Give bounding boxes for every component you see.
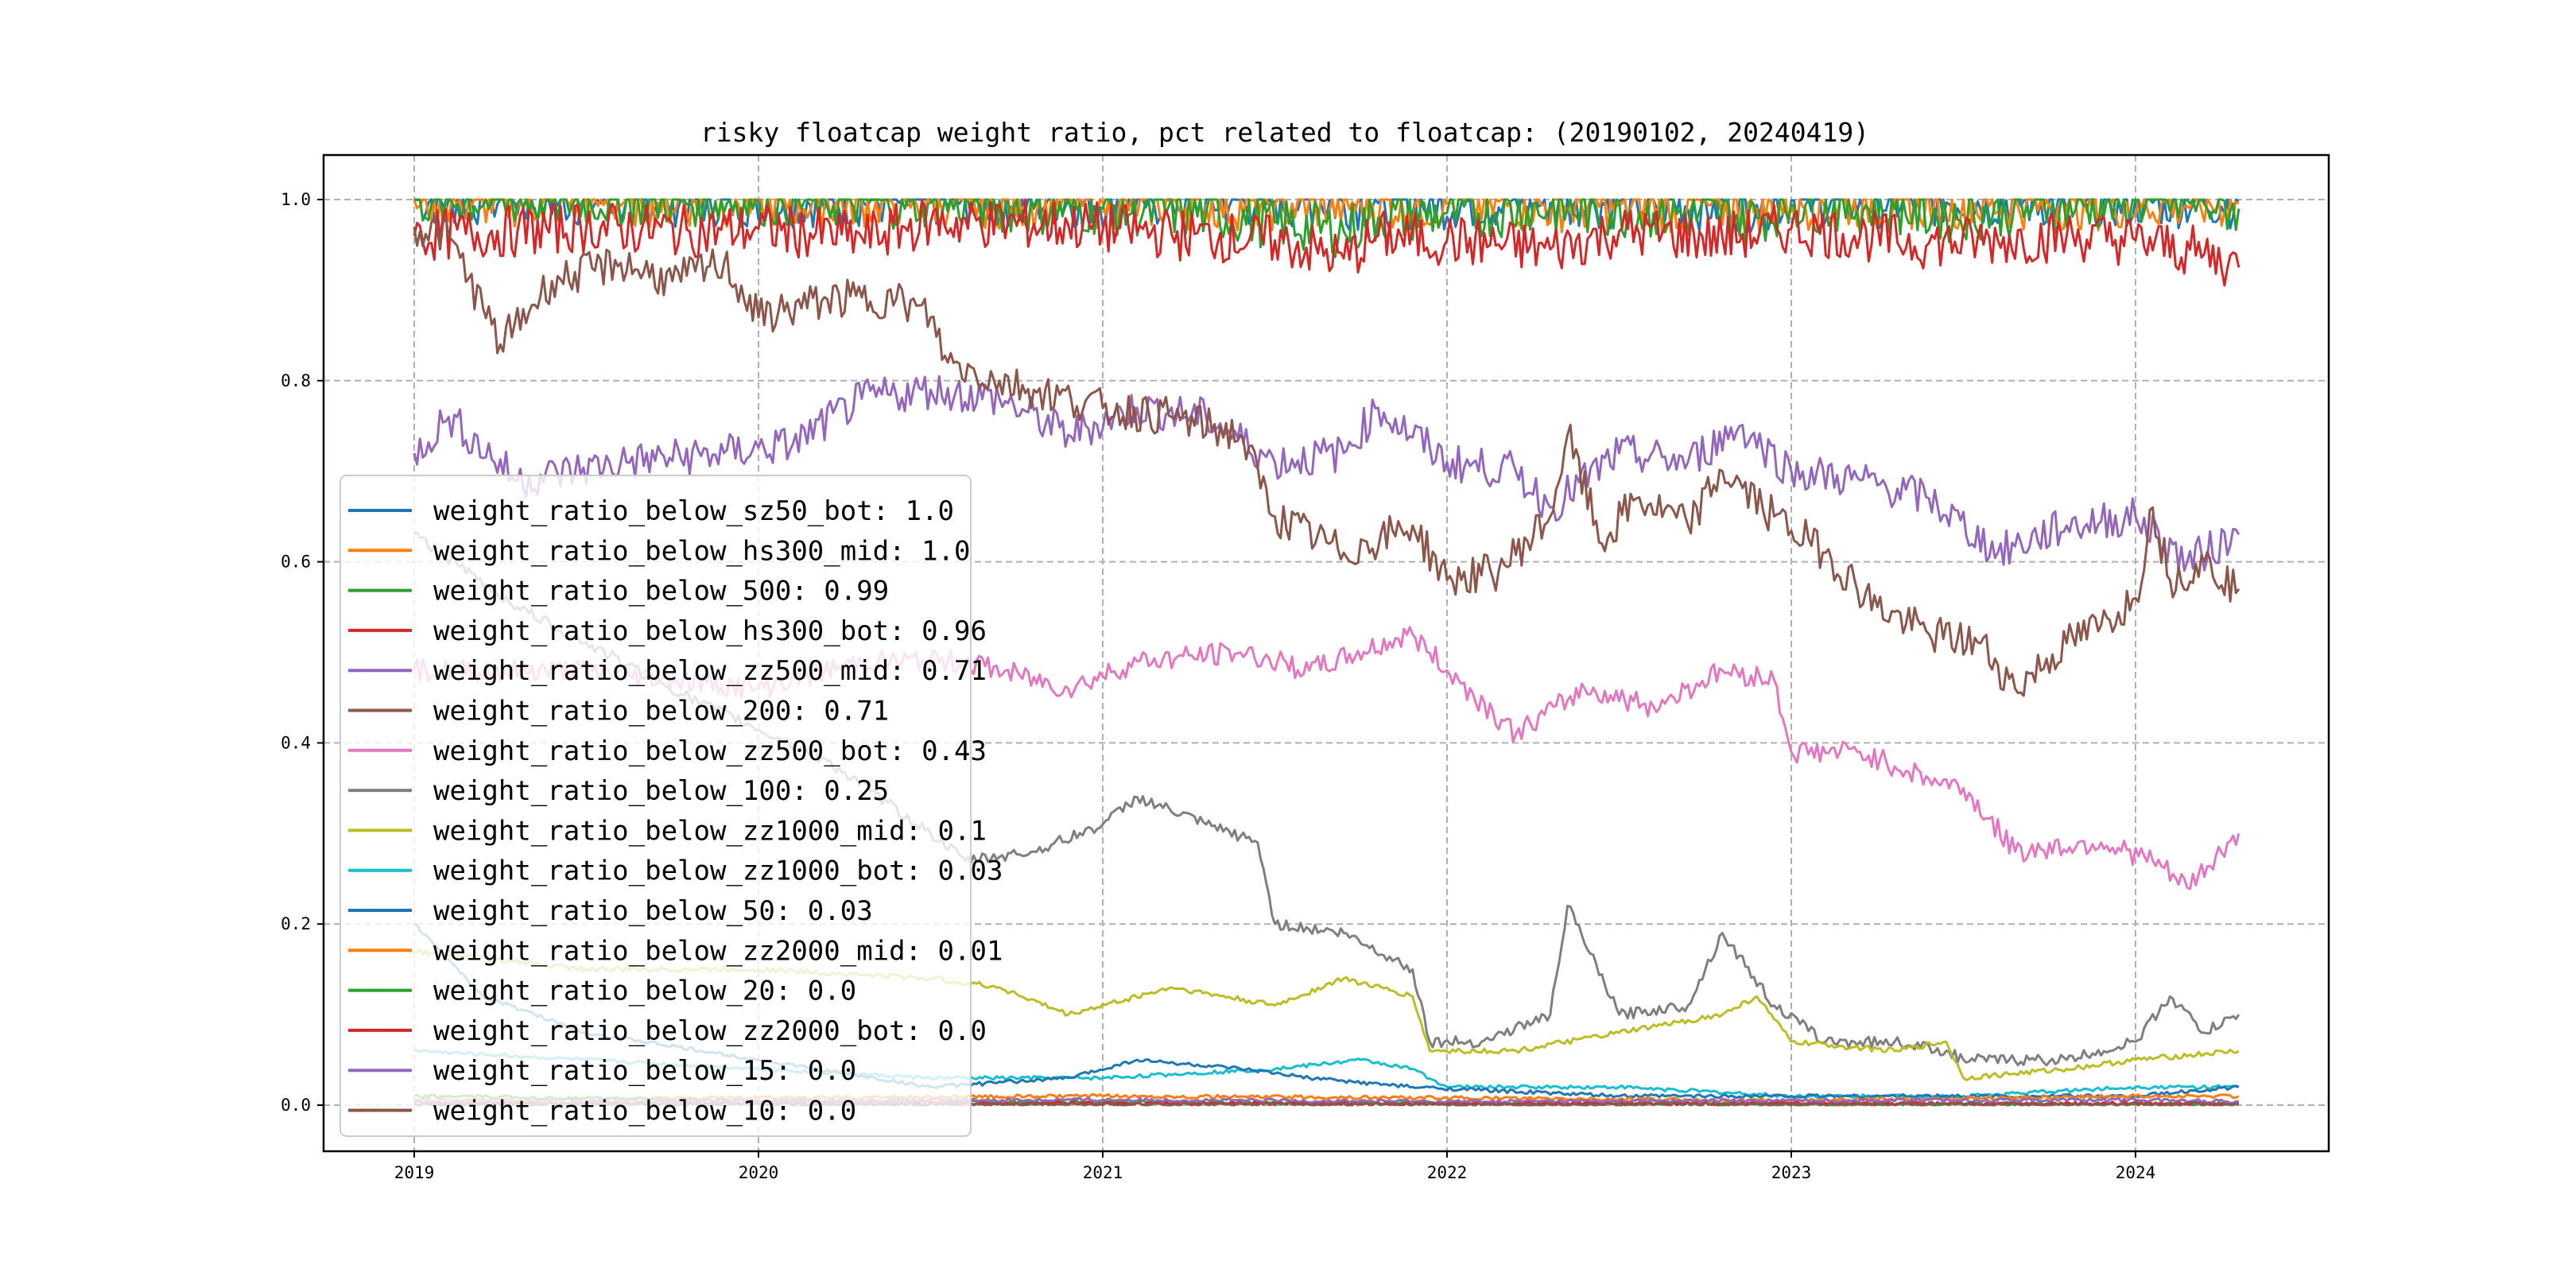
series-lines	[413, 198, 2240, 1107]
legend: weight_ratio_below_sz50_bot: 1.0 weight_r…	[339, 475, 1003, 1137]
legend-entry: weight_ratio_below_zz500_mid: 0.71	[433, 655, 987, 687]
chart-title: risky floatcap weight ratio, pct related…	[700, 117, 1869, 148]
legend-entry: weight_ratio_below_500: 0.99	[433, 576, 889, 607]
plot-frame	[322, 153, 2330, 1153]
legend-entry: weight_ratio_below_zz2000_bot: 0.0	[433, 1015, 987, 1047]
legend-entry: weight_ratio_below_20: 0.0	[433, 976, 856, 1007]
legend-entry: weight_ratio_below_10: 0.0	[433, 1096, 856, 1127]
y-tick-label: 0.8	[281, 371, 311, 390]
y-tick-label: 0.0	[281, 1096, 311, 1115]
x-tick-label: 2022	[1427, 1163, 1468, 1182]
series-line	[414, 198, 2240, 258]
legend-entry: weight_ratio_below_50: 0.03	[433, 895, 873, 927]
x-tick-label: 2019	[394, 1163, 435, 1182]
y-tick-label: 0.2	[281, 914, 311, 933]
legend-entry: weight_ratio_below_200: 0.71	[433, 696, 889, 727]
legend-entry: weight_ratio_below_zz1000_mid: 0.1	[433, 815, 987, 847]
legend-entry: weight_ratio_below_zz1000_bot: 0.03	[433, 855, 1003, 887]
legend-entry: weight_ratio_below_hs300_mid: 1.0	[433, 535, 971, 567]
legend-entry: weight_ratio_below_15: 0.0	[433, 1055, 856, 1087]
x-tick-label: 2021	[1083, 1163, 1123, 1182]
y-tick-label: 0.6	[281, 553, 311, 572]
legend-entry: weight_ratio_below_100: 0.25	[433, 775, 889, 807]
series-line	[413, 198, 2240, 287]
legend-entry: weight_ratio_below_zz2000_mid: 0.01	[433, 935, 1003, 967]
legend-frame	[339, 475, 972, 1137]
legend-entry: weight_ratio_below_zz500_bot: 0.43	[433, 735, 987, 767]
y-tick-label: 1.0	[281, 190, 311, 209]
y-tick-label: 0.4	[281, 733, 311, 752]
x-tick-label: 2023	[1771, 1163, 1812, 1182]
series-line	[413, 374, 2240, 572]
series-line	[413, 215, 2240, 697]
axis-ticks: 2019 2020 2021 2022 2023 2024 0.0 0.2 0.4 0.6 0.8 1…	[281, 190, 2155, 1182]
legend-entry: weight_ratio_below_sz50_bot: 1.0	[433, 495, 954, 527]
x-tick-label: 2020	[739, 1163, 779, 1182]
x-tick-label: 2024	[2116, 1163, 2156, 1182]
legend-entry: weight_ratio_below_hs300_bot: 0.96	[433, 615, 987, 647]
